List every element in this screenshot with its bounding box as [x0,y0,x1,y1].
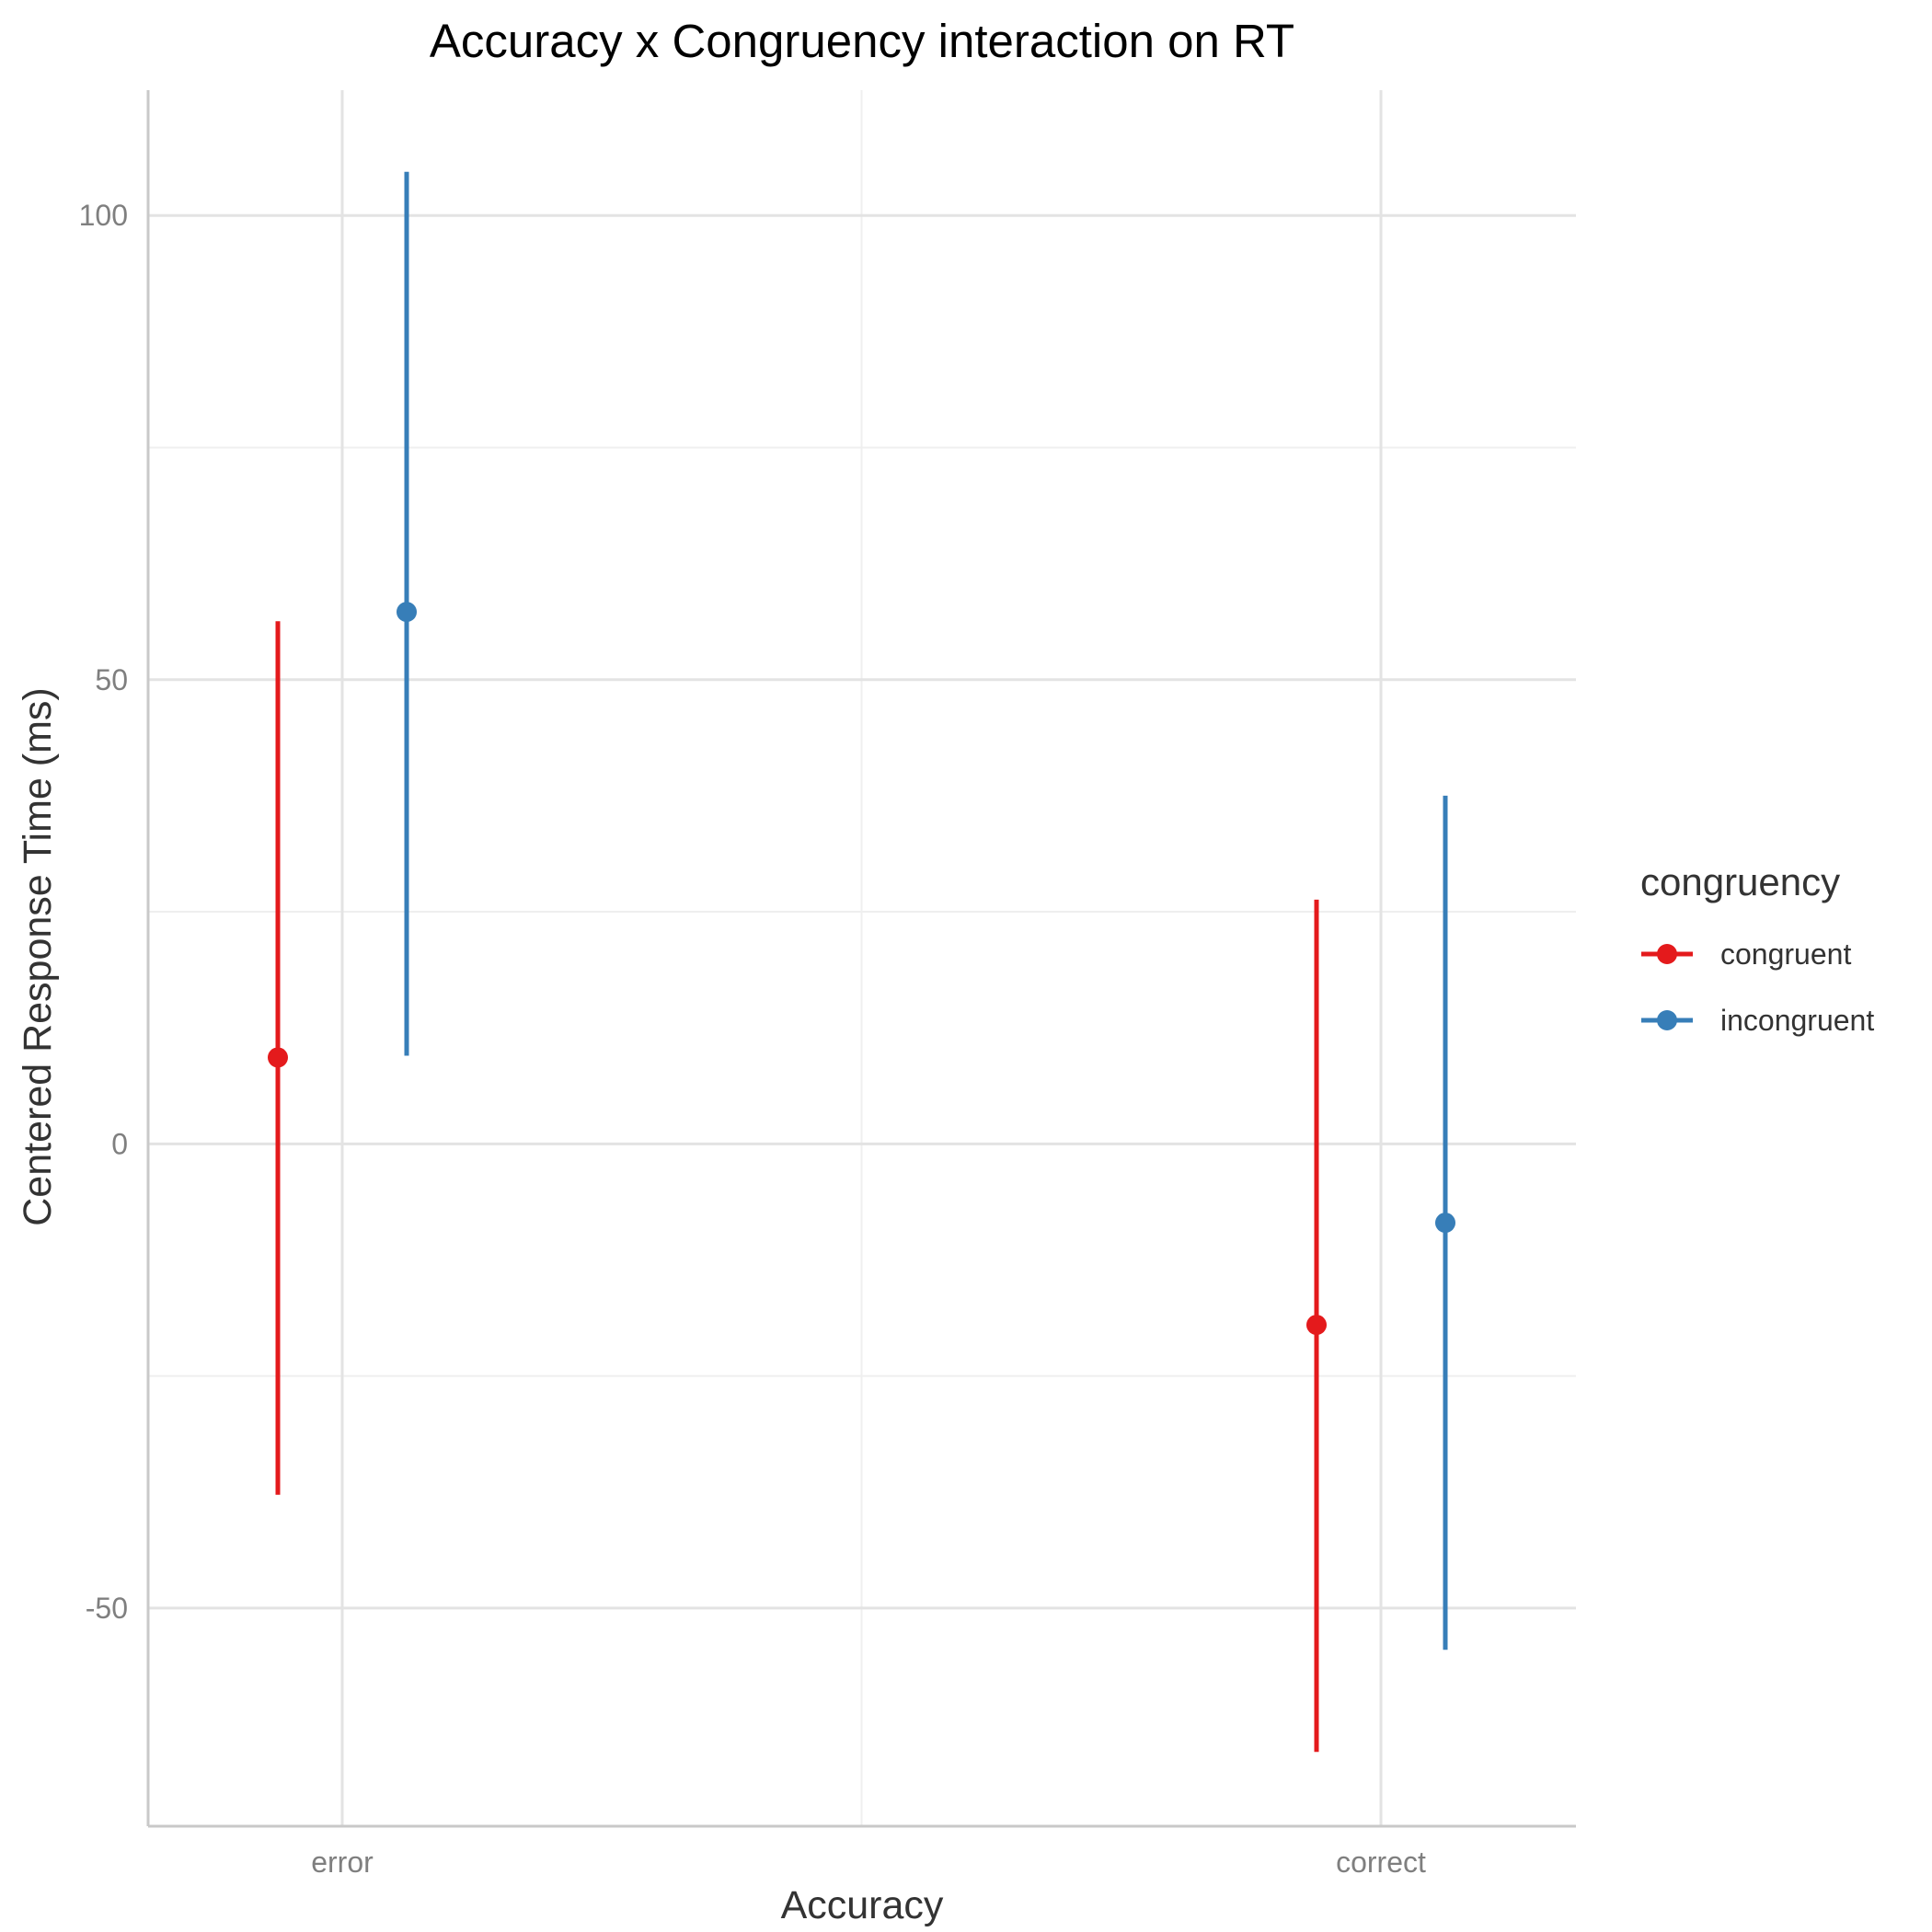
x-tick-label: error [311,1846,374,1879]
point-incongruent-correct [1435,1213,1455,1234]
legend-title: congruency [1640,860,1840,903]
legend-item-congruent: congruent [1641,937,1851,971]
legend-items: congruent incongruent [1641,937,1874,1037]
x-tick-label: correct [1336,1846,1426,1879]
x-axis-title: Accuracy [781,1883,944,1927]
y-axis-title: Centered Response Time (ms) [16,687,60,1226]
y-tick-label: -50 [86,1592,128,1625]
axis-ticks: -50 0 50 100 error correct [79,199,1426,1879]
chart-title: Accuracy x Congruency interaction on RT [430,15,1294,67]
legend-key-point [1657,1010,1677,1030]
grid [148,90,1576,1826]
plot-marks [268,171,1455,1753]
point-congruent-error [268,1047,288,1068]
point-incongruent-error [397,602,417,623]
y-tick-label: 0 [111,1127,128,1160]
legend-label: congruent [1720,937,1851,971]
y-tick-label: 50 [95,663,128,696]
legend-key-point [1657,944,1677,964]
legend-label: incongruent [1720,1004,1874,1037]
legend: congruency congruent incongruent [1640,860,1874,1037]
point-congruent-correct [1306,1315,1327,1336]
legend-item-incongruent: incongruent [1641,1004,1874,1037]
y-tick-label: 100 [79,199,128,232]
